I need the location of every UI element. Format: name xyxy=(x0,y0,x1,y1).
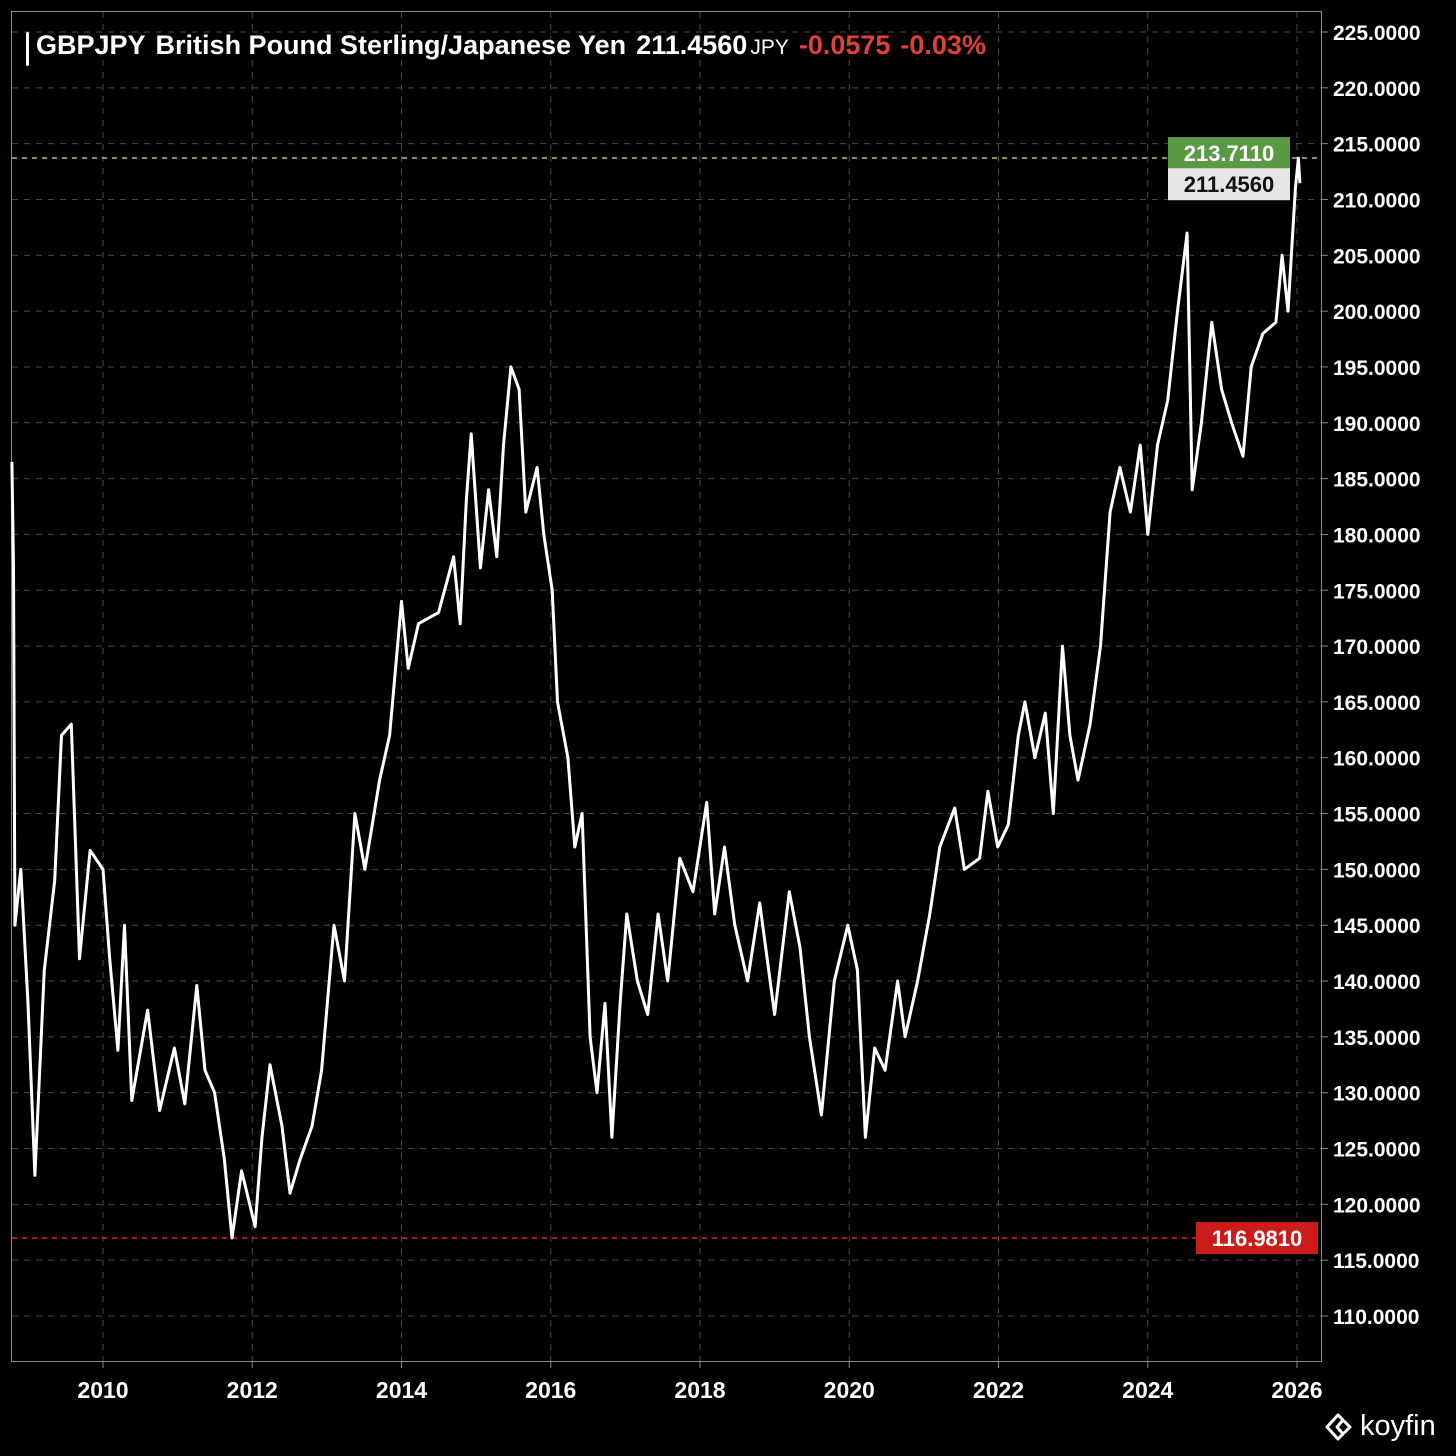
high-price-tag: 213.7110 xyxy=(1184,141,1275,166)
x-tick-label: 2018 xyxy=(674,1377,725,1403)
logo-text: koyfin xyxy=(1360,1410,1436,1442)
y-tick-label: 195.0000 xyxy=(1333,357,1421,380)
header-marker xyxy=(26,32,29,66)
currency: JPY xyxy=(750,36,789,59)
last-price-tag-box xyxy=(1168,168,1290,201)
y-tick-label: 205.0000 xyxy=(1333,245,1421,268)
y-tick-label: 170.0000 xyxy=(1333,636,1421,659)
x-tick-label: 2022 xyxy=(973,1377,1024,1403)
y-tick-label: 130.0000 xyxy=(1333,1083,1421,1106)
y-tick-label: 220.0000 xyxy=(1333,78,1421,101)
x-tick-label: 2020 xyxy=(824,1377,875,1403)
y-tick-label: 190.0000 xyxy=(1333,413,1421,436)
y-tick-label: 165.0000 xyxy=(1333,692,1421,715)
x-tick-label: 2012 xyxy=(227,1377,278,1403)
last-price-tag: 211.4560 xyxy=(1184,172,1275,197)
chart-header: GBPJPY British Pound Sterling/Japanese Y… xyxy=(26,30,986,66)
price-change: -0.0575 xyxy=(798,30,891,60)
y-tick-label: 110.0000 xyxy=(1333,1306,1419,1329)
y-tick-label: 115.0000 xyxy=(1333,1250,1419,1273)
y-tick-label: 140.0000 xyxy=(1333,971,1421,994)
y-tick-label: 225.0000 xyxy=(1333,22,1421,45)
x-tick-label: 2026 xyxy=(1271,1377,1322,1403)
price-tags: 213.7110 211.4560 116.9810 xyxy=(1168,137,1318,1255)
grid xyxy=(12,12,1321,1361)
last-price: 211.4560 xyxy=(636,30,748,60)
y-tick-label: 125.0000 xyxy=(1333,1139,1421,1162)
y-tick-label: 150.0000 xyxy=(1333,859,1421,882)
koyfin-logo: koyfin xyxy=(1324,1410,1436,1443)
y-tick-label: 175.0000 xyxy=(1333,580,1421,603)
y-tick-label: 200.0000 xyxy=(1333,301,1421,324)
reference-lines xyxy=(12,157,1321,1239)
low-price-tag-box xyxy=(1196,1222,1318,1255)
x-tick-label: 2024 xyxy=(1122,1377,1173,1403)
low-price-tag: 116.9810 xyxy=(1212,1226,1303,1251)
y-tick-label: 180.0000 xyxy=(1333,524,1421,547)
price-change-pct: -0.03% xyxy=(900,30,986,60)
high-price-tag-box xyxy=(1168,137,1290,170)
y-tick-label: 120.0000 xyxy=(1333,1194,1421,1217)
x-tick-label: 2016 xyxy=(525,1377,576,1403)
y-tick-label: 155.0000 xyxy=(1333,804,1421,827)
y-tick-label: 145.0000 xyxy=(1333,915,1421,938)
koyfin-chevron-logo-icon xyxy=(1325,1413,1352,1440)
y-tick-label: 160.0000 xyxy=(1333,748,1421,771)
y-tick-label: 135.0000 xyxy=(1333,1027,1421,1050)
y-tick-label: 185.0000 xyxy=(1333,469,1421,492)
y-tick-label: 215.0000 xyxy=(1333,134,1421,157)
ticker: GBPJPY xyxy=(36,30,146,60)
y-axis: 225.0000 220.0000 215.0000 210.0000 205.0000… xyxy=(1321,22,1421,1329)
plot-frame xyxy=(11,11,1322,1362)
x-tick-label: 2010 xyxy=(77,1377,128,1403)
x-axis: 2010 2012 2014 2016 2018 2020 2022 2024 2026 xyxy=(77,1361,1323,1403)
instrument-name: British Pound Sterling/Japanese Yen xyxy=(155,30,627,60)
price-line xyxy=(10,156,1302,1240)
y-tick-label: 210.0000 xyxy=(1333,189,1421,212)
x-tick-label: 2014 xyxy=(376,1377,427,1403)
